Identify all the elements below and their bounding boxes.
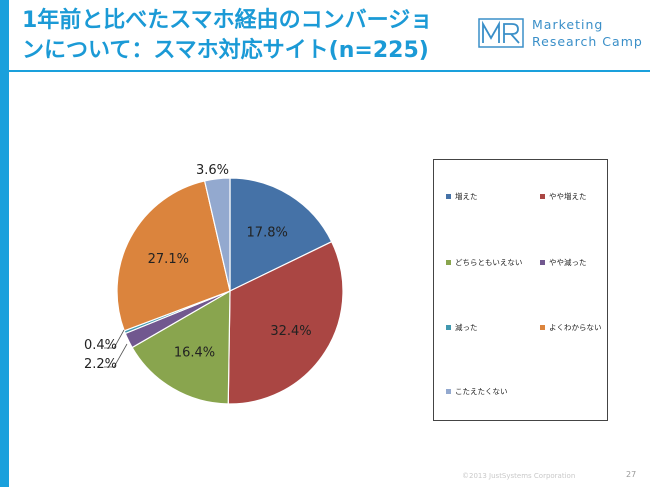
data-label-7: 3.6% <box>196 163 229 178</box>
legend-label: こたえたくない <box>455 387 508 396</box>
brand-name-line-2: Research Camp <box>532 34 643 49</box>
legend-item-3: どちらともいえない <box>446 257 522 268</box>
data-label-1: 17.8% <box>247 226 288 241</box>
legend-label: 減った <box>455 323 478 332</box>
pie-slice-1 <box>229 177 333 292</box>
chart-legend: 増えた やや増えたどちらともいえない やや減った減った よくわからないこたえたくない <box>433 159 608 421</box>
data-label-6: 27.1% <box>148 252 189 267</box>
pie-slice-3 <box>131 289 231 405</box>
mrc-logo-icon <box>478 18 524 48</box>
brand-name-line-1: Marketing <box>532 17 604 32</box>
data-label-3: 16.4% <box>174 345 215 360</box>
pie-slice-6 <box>116 180 231 332</box>
title-divider <box>9 70 650 72</box>
brand-name: Marketing Research Camp <box>532 16 643 50</box>
legend-label: どちらともいえない <box>455 258 523 267</box>
legend-item-1: 増えた <box>446 191 478 202</box>
copyright-text: ©2013 JustSystems Corporation <box>462 472 576 480</box>
page-title-line-1: 1年前と比べたスマホ経由のコンバージョ <box>22 8 433 33</box>
legend-item-5: 減った <box>446 322 478 333</box>
legend-label: 増えた <box>455 192 478 201</box>
legend-label: やや減った <box>549 258 587 267</box>
page-title-line-2: ンについて：スマホ対応サイト(n=225) <box>22 38 429 63</box>
legend-item-4: やや減った <box>540 257 587 268</box>
data-label-leader-5 <box>104 329 125 349</box>
legend-item-6: よくわからない <box>540 322 602 333</box>
legend-swatch <box>540 325 545 330</box>
page-title: 1年前と比べたスマホ経由のコンバージョ ンについて：スマホ対応サイト(n=225… <box>22 6 452 66</box>
pie-slice-7 <box>203 177 231 292</box>
legend-swatch <box>540 194 545 199</box>
legend-label: よくわからない <box>549 323 602 332</box>
data-label-2: 32.4% <box>270 324 311 339</box>
legend-swatch <box>446 389 451 394</box>
brand-logo-block: Marketing Research Camp <box>478 14 642 54</box>
legend-swatch <box>446 194 451 199</box>
legend-item-7: こたえたくない <box>446 386 508 397</box>
legend-item-2: やや増えた <box>540 191 587 202</box>
legend-swatch <box>540 260 545 265</box>
data-label-leader-4 <box>104 343 128 368</box>
data-label-5: 0.4% <box>84 338 117 353</box>
legend-label: やや増えた <box>549 192 587 201</box>
pie-slice-2 <box>227 240 344 405</box>
data-label-4: 2.2% <box>84 357 117 372</box>
page-number: 27 <box>626 470 637 479</box>
left-accent-bar <box>0 0 9 487</box>
legend-swatch <box>446 260 451 265</box>
legend-swatch <box>446 325 451 330</box>
